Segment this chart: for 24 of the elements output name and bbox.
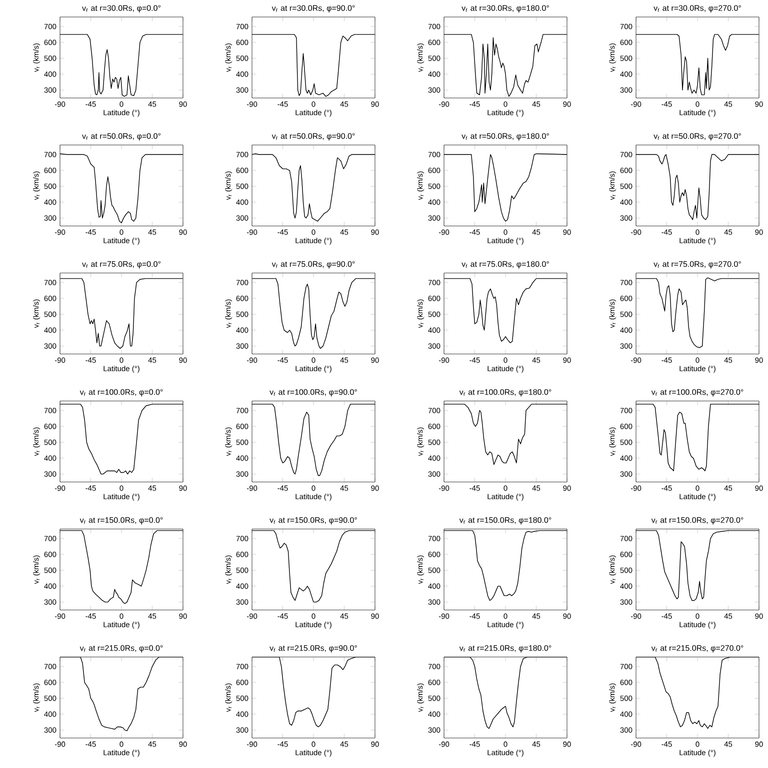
- chart-title: v$_{r}$ at r=50.0Rs, φ=90.0°: [272, 133, 355, 140]
- chart-title: v$_{r}$ at r=30.0Rs, φ=90.0°: [272, 5, 355, 12]
- chart-title: v$_{r}$ at r=75.0Rs, φ=0.0°: [82, 261, 160, 268]
- chart-title: v$_{r}$ at r=215.0Rs, φ=270.0°: [651, 645, 744, 652]
- chart-title: v$_{r}$ at r=100.0Rs, φ=270.0°: [651, 389, 744, 396]
- chart-title: v$_{r}$ at r=75.0Rs, φ=180.0°: [462, 261, 549, 268]
- chart-title: v$_{r}$ at r=50.0Rs, φ=0.0°: [82, 133, 160, 140]
- chart-title: v$_{r}$ at r=30.0Rs, φ=270.0°: [654, 5, 741, 12]
- chart-title: v$_{r}$ at r=50.0Rs, φ=180.0°: [462, 133, 549, 140]
- chart-title: v$_{r}$ at r=100.0Rs, φ=180.0°: [459, 389, 552, 396]
- chart-title: v$_{r}$ at r=150.0Rs, φ=0.0°: [80, 517, 163, 524]
- chart-title: v$_{r}$ at r=215.0Rs, φ=0.0°: [80, 645, 163, 652]
- chart-title: v$_{r}$ at r=30.0Rs, φ=0.0°: [82, 5, 160, 12]
- chart-title: v$_{r}$ at r=150.0Rs, φ=90.0°: [270, 517, 357, 524]
- chart-title: v$_{r}$ at r=215.0Rs, φ=180.0°: [459, 645, 552, 652]
- chart-title: v$_{r}$ at r=75.0Rs, φ=90.0°: [272, 261, 355, 268]
- chart-title: v$_{r}$ at r=75.0Rs, φ=270.0°: [654, 261, 741, 268]
- chart-title: v$_{r}$ at r=30.0Rs, φ=180.0°: [462, 5, 549, 12]
- chart-title: v$_{r}$ at r=100.0Rs, φ=0.0°: [80, 389, 163, 396]
- chart-title: v$_{r}$ at r=150.0Rs, φ=180.0°: [459, 517, 552, 524]
- chart-title: v$_{r}$ at r=50.0Rs, φ=270.0°: [654, 133, 741, 140]
- chart-title: v$_{r}$ at r=215.0Rs, φ=90.0°: [270, 645, 357, 652]
- chart-title: v$_{r}$ at r=100.0Rs, φ=90.0°: [270, 389, 357, 396]
- chart-title: v$_{r}$ at r=150.0Rs, φ=270.0°: [651, 517, 744, 524]
